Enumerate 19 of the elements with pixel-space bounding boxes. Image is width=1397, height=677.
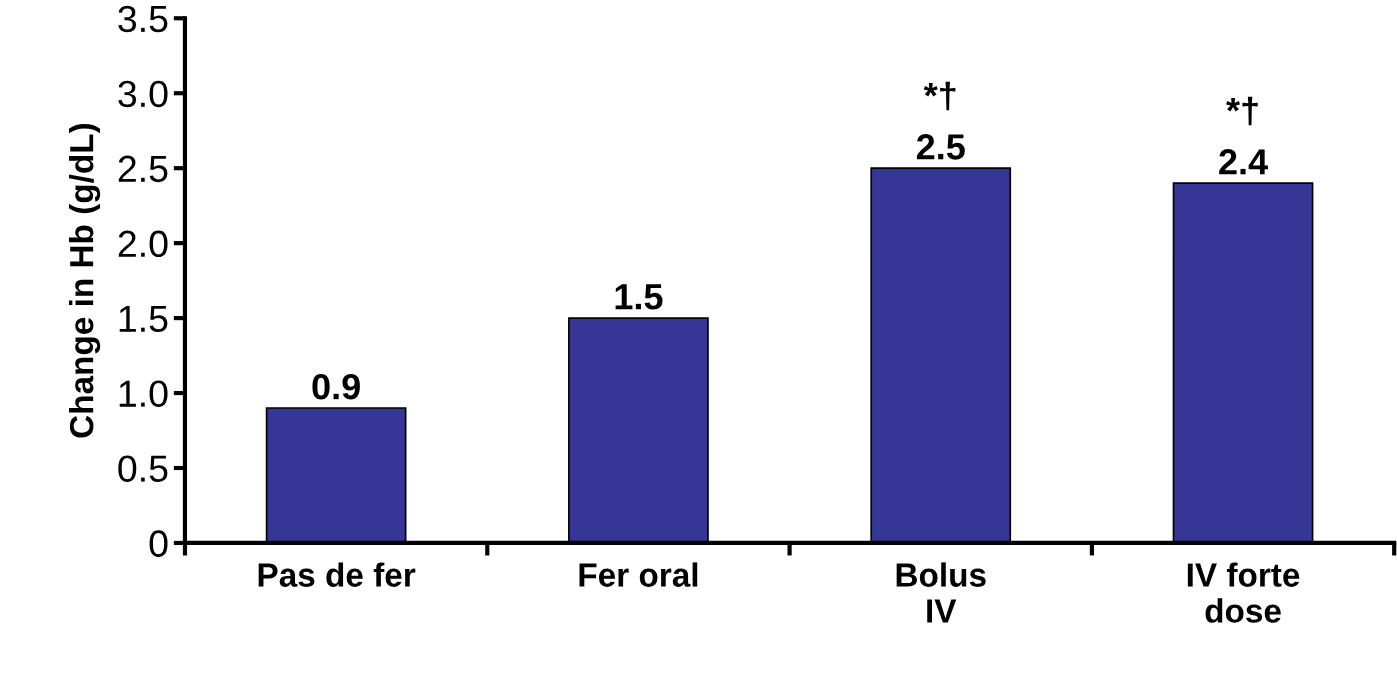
y-tick-label: 3.0 <box>118 80 168 108</box>
y-tick-label: 0.5 <box>118 455 168 482</box>
y-tick-label: 2.5 <box>118 155 168 183</box>
x-tick-label: Pas de fer <box>258 562 416 587</box>
x-tick-label: IV forte dose <box>1187 562 1300 623</box>
data-label: 1.5 <box>615 284 663 310</box>
annotation: *† <box>1226 96 1258 126</box>
y-tick-label: 2.0 <box>118 230 168 258</box>
annotation: *† <box>923 81 956 111</box>
data-label: 2.4 <box>1219 149 1268 175</box>
y-tick-label: 1.5 <box>119 305 168 333</box>
data-label: 2.5 <box>916 134 965 160</box>
x-tick-label: Fer oral <box>579 562 698 587</box>
data-label: 0.9 <box>312 373 360 400</box>
y-tick-label: 1.0 <box>119 380 168 407</box>
y-tick-label: 3.5 <box>118 5 168 33</box>
y-tick-label: 0 <box>149 530 168 557</box>
x-tick-label: Bolus IV <box>896 562 986 623</box>
y-axis-title: Change in Hb (g/dL) <box>68 123 101 438</box>
